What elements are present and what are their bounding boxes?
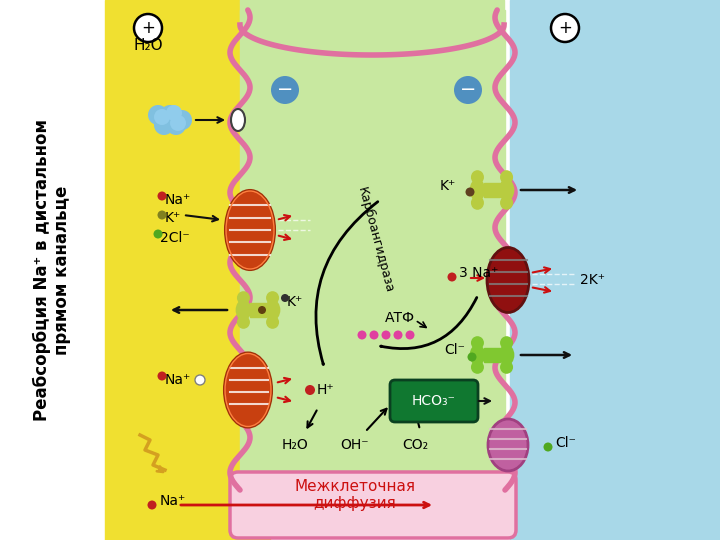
Text: H₂O: H₂O [282, 438, 308, 452]
Ellipse shape [488, 419, 528, 471]
Ellipse shape [499, 345, 514, 366]
Circle shape [394, 330, 402, 340]
Text: H⁺: H⁺ [317, 383, 335, 397]
Circle shape [454, 76, 482, 104]
Text: АТФ: АТФ [385, 311, 415, 325]
Bar [510, 0, 720, 540]
Ellipse shape [471, 196, 484, 210]
Text: 2Cl⁻: 2Cl⁻ [160, 231, 190, 245]
Text: Na⁺: Na⁺ [160, 494, 186, 508]
Circle shape [158, 372, 166, 381]
Ellipse shape [231, 109, 245, 131]
Ellipse shape [266, 291, 279, 305]
Ellipse shape [237, 315, 250, 329]
Ellipse shape [471, 361, 484, 374]
Text: Карбоангидраза: Карбоангидраза [354, 186, 395, 294]
Ellipse shape [265, 300, 280, 320]
Circle shape [154, 115, 174, 135]
Bar [251, 303, 266, 317]
Ellipse shape [471, 336, 484, 349]
Circle shape [258, 306, 266, 314]
Circle shape [154, 109, 170, 125]
Bar [484, 348, 500, 362]
Ellipse shape [500, 361, 513, 374]
Text: Cl⁻: Cl⁻ [555, 436, 576, 450]
Ellipse shape [224, 353, 272, 428]
FancyArrowPatch shape [381, 298, 477, 349]
Circle shape [134, 14, 162, 42]
Text: 3 Na⁺: 3 Na⁺ [459, 266, 498, 280]
Bar [484, 183, 500, 197]
Text: +: + [558, 19, 572, 37]
Circle shape [170, 115, 186, 131]
Text: K⁺: K⁺ [287, 295, 303, 309]
Text: Межклеточная
диффузия: Межклеточная диффузия [294, 479, 415, 511]
Circle shape [358, 330, 366, 340]
Bar [240, 10, 505, 530]
Ellipse shape [235, 300, 251, 320]
Ellipse shape [225, 190, 275, 270]
Ellipse shape [500, 336, 513, 349]
Text: 2K⁺: 2K⁺ [580, 273, 605, 287]
Circle shape [148, 501, 156, 510]
Ellipse shape [500, 170, 513, 184]
Text: H₂O: H₂O [133, 38, 163, 53]
Text: Cl⁻: Cl⁻ [444, 343, 465, 357]
Circle shape [172, 110, 192, 130]
Text: +: + [141, 19, 155, 37]
Circle shape [166, 105, 182, 121]
Ellipse shape [500, 196, 513, 210]
Circle shape [166, 115, 186, 135]
Ellipse shape [266, 315, 279, 329]
Circle shape [305, 385, 315, 395]
Ellipse shape [487, 247, 529, 313]
Ellipse shape [237, 291, 250, 305]
FancyBboxPatch shape [390, 380, 478, 422]
Circle shape [158, 192, 166, 200]
Circle shape [466, 187, 474, 197]
Text: −: − [460, 80, 476, 99]
Text: OH⁻: OH⁻ [341, 438, 369, 452]
FancyBboxPatch shape [230, 472, 516, 538]
Bar [105, 0, 270, 540]
Circle shape [195, 375, 205, 385]
Ellipse shape [469, 179, 485, 201]
Circle shape [148, 105, 168, 125]
Text: HCO₃⁻: HCO₃⁻ [412, 394, 456, 408]
Circle shape [382, 330, 390, 340]
Text: Na⁺: Na⁺ [165, 373, 192, 387]
Circle shape [281, 294, 289, 302]
Text: −: − [276, 80, 293, 99]
Text: K⁺: K⁺ [165, 211, 181, 225]
FancyArrowPatch shape [316, 201, 378, 364]
Circle shape [467, 353, 477, 361]
Text: Na⁺: Na⁺ [165, 193, 192, 207]
Circle shape [158, 211, 166, 219]
Circle shape [160, 105, 180, 125]
Circle shape [153, 230, 163, 239]
Circle shape [544, 442, 552, 451]
Circle shape [369, 330, 379, 340]
Ellipse shape [499, 179, 514, 201]
Text: Реабсорбция Na⁺ в дистальном
прямом канальце: Реабсорбция Na⁺ в дистальном прямом кана… [32, 119, 71, 421]
Circle shape [271, 76, 299, 104]
Text: CO₂: CO₂ [402, 438, 428, 452]
Circle shape [551, 14, 579, 42]
Circle shape [405, 330, 415, 340]
Ellipse shape [469, 345, 485, 366]
Circle shape [448, 273, 456, 281]
Ellipse shape [471, 170, 484, 184]
Text: K⁺: K⁺ [440, 179, 456, 193]
